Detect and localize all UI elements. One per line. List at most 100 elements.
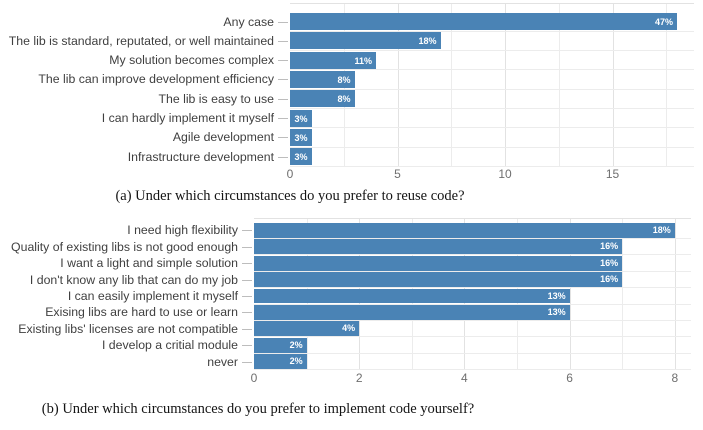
bar xyxy=(290,90,355,108)
x-axis-tick-label: 4 xyxy=(461,371,468,385)
y-axis-tick xyxy=(242,362,252,363)
category-label: The lib is standard, reputated, or well … xyxy=(8,33,274,48)
category-label: I want a light and simple solution xyxy=(60,256,238,271)
caption-a: (a) Under which circumstances do you pre… xyxy=(115,188,465,204)
bar xyxy=(290,32,441,50)
y-axis-tick xyxy=(242,312,252,313)
x-axis-tick-label: 0 xyxy=(286,167,294,181)
gridline-major-vertical xyxy=(505,3,506,166)
gridline-horizontal xyxy=(290,165,694,167)
y-axis-tick xyxy=(278,60,288,61)
gridline-minor-vertical xyxy=(666,3,668,166)
gridline-horizontal xyxy=(254,237,691,239)
gridline-horizontal xyxy=(254,254,691,256)
category-label: never xyxy=(207,354,238,369)
category-label: The lib is easy to use xyxy=(158,91,274,106)
bar xyxy=(254,321,360,337)
y-axis-tick xyxy=(278,22,288,23)
y-axis-tick xyxy=(242,345,252,346)
y-axis-tick xyxy=(242,329,252,330)
x-axis-tick-label: 2 xyxy=(355,371,363,385)
category-label: The lib can improve development efficien… xyxy=(38,72,274,87)
gridline-horizontal xyxy=(254,336,691,338)
category-label: I don't know any lib that can do my job xyxy=(29,272,238,287)
bar-value-label: 3% xyxy=(294,132,308,143)
y-axis-tick xyxy=(242,280,252,281)
bar-value-label: 8% xyxy=(337,74,351,85)
bar-value-label: 11% xyxy=(354,55,372,66)
category-label: Exising libs are hard to use or learn xyxy=(45,305,238,320)
gridline-major-vertical xyxy=(612,3,614,166)
bar xyxy=(254,288,570,304)
caption-b: (b) Under which circumstances do you pre… xyxy=(41,401,475,417)
bar-value-label: 16% xyxy=(600,257,619,268)
category-label: I develop a critial module xyxy=(101,338,238,353)
category-label: Quality of existing libs is not good eno… xyxy=(11,239,238,254)
x-axis-tick-label: 10 xyxy=(498,167,512,181)
gridline-horizontal xyxy=(254,270,691,272)
panel-top-line xyxy=(254,218,691,219)
y-axis-tick xyxy=(278,137,288,138)
gridline-major-vertical xyxy=(397,3,399,166)
bar-value-label: 3% xyxy=(294,152,308,163)
category-label: My solution becomes complex xyxy=(109,53,274,68)
category-label: I need high flexibility xyxy=(127,223,238,238)
category-label: I can easily implement it myself xyxy=(67,289,238,303)
bar xyxy=(254,272,623,287)
gridline-horizontal xyxy=(290,127,694,129)
y-axis-tick xyxy=(242,263,252,264)
bar xyxy=(290,128,312,146)
y-axis-tick xyxy=(242,230,252,231)
y-axis-tick xyxy=(242,247,252,248)
panel-top-line xyxy=(290,3,694,4)
category-label: Infrastructure development xyxy=(127,149,274,164)
bar xyxy=(290,51,376,69)
gridline-horizontal xyxy=(290,108,694,109)
category-label: Existing libs' licenses are not compatib… xyxy=(18,321,238,336)
gridline-horizontal xyxy=(254,352,691,354)
bar-value-label: 3% xyxy=(294,113,308,124)
gridline-horizontal xyxy=(290,88,694,90)
y-axis-tick xyxy=(278,157,288,158)
y-axis-tick xyxy=(278,99,288,100)
bar-value-label: 2% xyxy=(289,356,303,367)
x-axis-tick-label: 0 xyxy=(250,371,258,385)
bar xyxy=(254,239,623,255)
bar xyxy=(254,354,307,369)
gridline-minor-vertical xyxy=(622,218,624,370)
bar xyxy=(254,255,623,271)
x-axis-tick-label: 15 xyxy=(605,167,620,181)
bar xyxy=(290,148,312,166)
gridline-horizontal xyxy=(254,319,691,321)
bar xyxy=(254,305,570,320)
bar xyxy=(254,337,307,353)
bar-value-label: 2% xyxy=(289,339,303,350)
bar-value-label: 18% xyxy=(418,36,437,47)
x-axis-tick-label: 8 xyxy=(671,371,679,385)
gridline-horizontal xyxy=(290,69,694,71)
bar xyxy=(290,109,312,127)
bar xyxy=(290,13,677,30)
category-label: I can hardly implement it myself xyxy=(101,111,274,125)
bar-value-label: 16% xyxy=(600,241,619,252)
bar-value-label: 13% xyxy=(547,290,566,301)
gridline-major-vertical xyxy=(674,218,676,370)
gridline-horizontal xyxy=(290,30,694,32)
gridline-major-vertical xyxy=(569,218,571,370)
bar-value-label: 16% xyxy=(600,274,619,285)
bar-value-label: 47% xyxy=(654,17,673,27)
y-axis-tick xyxy=(278,41,288,42)
gridline-minor-vertical xyxy=(451,3,453,166)
gridline-horizontal xyxy=(290,146,694,148)
gridline-horizontal xyxy=(290,50,694,52)
x-axis-tick-label: 5 xyxy=(394,167,401,181)
y-axis-tick xyxy=(278,79,288,80)
gridline-horizontal xyxy=(254,369,691,371)
category-label: Agile development xyxy=(172,130,274,145)
bar xyxy=(254,223,675,238)
bar-value-label: 18% xyxy=(652,225,671,235)
y-axis-tick xyxy=(278,118,288,119)
bar-value-label: 13% xyxy=(547,307,566,317)
y-axis-tick xyxy=(242,296,252,297)
